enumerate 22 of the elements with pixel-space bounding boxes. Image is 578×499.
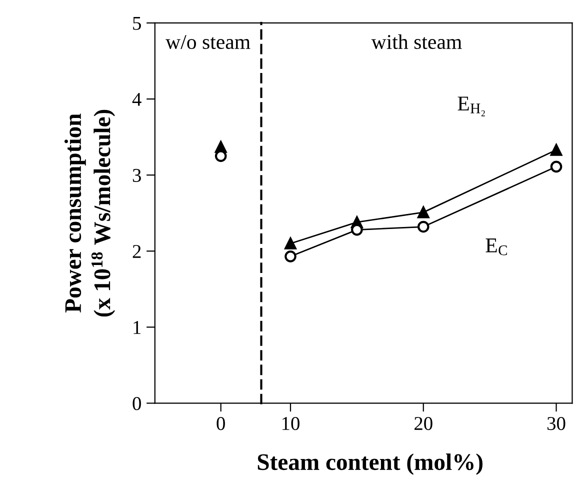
annotation: with steam [371, 34, 462, 50]
x-tick-label: 30 [547, 416, 566, 430]
point [550, 160, 562, 173]
y-tick-label: 2 [132, 244, 141, 258]
y-tick-label: 0 [132, 397, 141, 410]
point [417, 220, 430, 233]
point [417, 206, 430, 218]
annotation: w/o steam [166, 35, 250, 50]
point [550, 144, 562, 156]
point [284, 238, 296, 250]
y-tick-label: 1 [134, 321, 141, 334]
y-axis-title: Power consumption (x 10$^{18}$ Ws/molecule) [64, 110, 116, 317]
y-tick-label: 4 [132, 92, 142, 106]
point [284, 250, 296, 262]
y-tick-label: 3 [132, 168, 141, 182]
y-tick-label: 5 [133, 16, 141, 30]
x-axis-title: Steam content (mol%) [258, 453, 482, 475]
x-tick-label: 20 [414, 416, 432, 430]
text: E$_{H₂}$ [458, 96, 485, 116]
series-label: E$_{C}$ [486, 238, 507, 256]
x-tick-label: 10 [282, 416, 300, 430]
x-tick-label: 0 [216, 416, 225, 430]
